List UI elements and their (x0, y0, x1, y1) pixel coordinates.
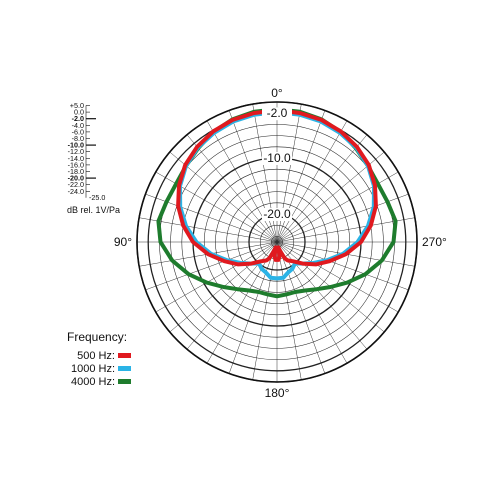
legend-label: 1000 Hz: (70, 362, 115, 375)
scale-tick-label: -22.0 (68, 180, 84, 189)
legend-label: 4000 Hz: (70, 375, 115, 388)
ring-label: -20.0 (263, 207, 291, 221)
angle-label: 0° (271, 86, 283, 100)
response-curves (156, 107, 398, 299)
frequency-legend: Frequency: 500 Hz: 1000 Hz: 4000 Hz: (67, 330, 131, 388)
grid-spoke (276, 241, 326, 374)
scale-tick-label: -18.0 (68, 167, 84, 176)
scale-tick-label: +5.0 (70, 101, 84, 110)
angle-label: 90° (114, 235, 132, 249)
grid-spoke (186, 241, 278, 350)
scale-tick-label: 0.0 (74, 108, 84, 117)
legend-title: Frequency: (67, 330, 128, 344)
scale-unit-label: dB rel. 1V/Pa (67, 205, 120, 215)
scale-tick-label: -10.0 (68, 141, 84, 150)
scale-tick-label: -4.0 (72, 121, 84, 130)
grid-spoke (155, 241, 278, 313)
legend-entry-4000hz: 4000 Hz: (67, 375, 131, 388)
legend-swatch (118, 353, 131, 358)
ring-labels: -2.0 -10.0 -20.0 (262, 106, 292, 221)
grid-ring (203, 168, 351, 316)
angle-labels: 0° 90° 180° 270° (114, 86, 447, 400)
grid-spoke (276, 217, 415, 243)
grid-spoke (276, 134, 368, 243)
grid-spoke (276, 241, 302, 380)
ring-label-bg (262, 152, 292, 165)
grid-spoke (145, 241, 278, 291)
series-curve (176, 108, 378, 267)
grid-ring (237, 202, 317, 282)
grid-ring (170, 135, 384, 349)
scale-bottom-label: -25.0 (89, 193, 105, 202)
scale-tick-label: -8.0 (72, 134, 84, 143)
grid-ring (215, 180, 339, 304)
ring-label-bg (262, 107, 292, 121)
legend-swatch (118, 379, 131, 384)
grid-spoke (139, 217, 278, 243)
legend-entry-1000hz: 1000 Hz: (67, 362, 131, 375)
scale-tick-label: -12.0 (68, 147, 84, 156)
scale-tick-label: -20.0 (68, 174, 84, 183)
angle-label: 270° (422, 235, 447, 249)
ring-label-bg (262, 208, 292, 221)
grid-spoke (186, 134, 278, 243)
scale-tick-label: -14.0 (68, 154, 84, 163)
ring-label: -2.0 (267, 106, 288, 120)
grid-spoke (206, 120, 278, 243)
scale-tick-label: -24.0 (68, 187, 84, 196)
ring-label: -10.0 (263, 151, 291, 165)
series-curve (156, 107, 398, 299)
grid-spoke (276, 241, 409, 291)
grid-spoke (276, 241, 399, 313)
grid-outer-ring (136, 101, 418, 383)
scale-tick-label: -16.0 (68, 160, 84, 169)
angle-label: 180° (265, 386, 290, 400)
grid-ring (226, 191, 328, 293)
grid-spoke (276, 110, 326, 243)
legend-entry-500hz: 500 Hz: (67, 349, 131, 362)
grid-spoke (228, 241, 278, 374)
db-scale: +5.00.0-2.0-4.0-6.0-8.0-10.0-12.0-14.0-1… (67, 101, 120, 215)
legend-swatch (118, 366, 131, 371)
grid-spoke (276, 120, 348, 243)
grid-ring (181, 146, 373, 338)
polar-grid (136, 101, 418, 383)
grid-spoke (228, 110, 278, 243)
scale-tick-label: -2.0 (72, 114, 84, 123)
grid-spoke (276, 241, 368, 350)
grid-spoke (252, 241, 278, 380)
legend-label: 500 Hz: (77, 349, 115, 362)
scale-tick-label: -6.0 (72, 127, 84, 136)
